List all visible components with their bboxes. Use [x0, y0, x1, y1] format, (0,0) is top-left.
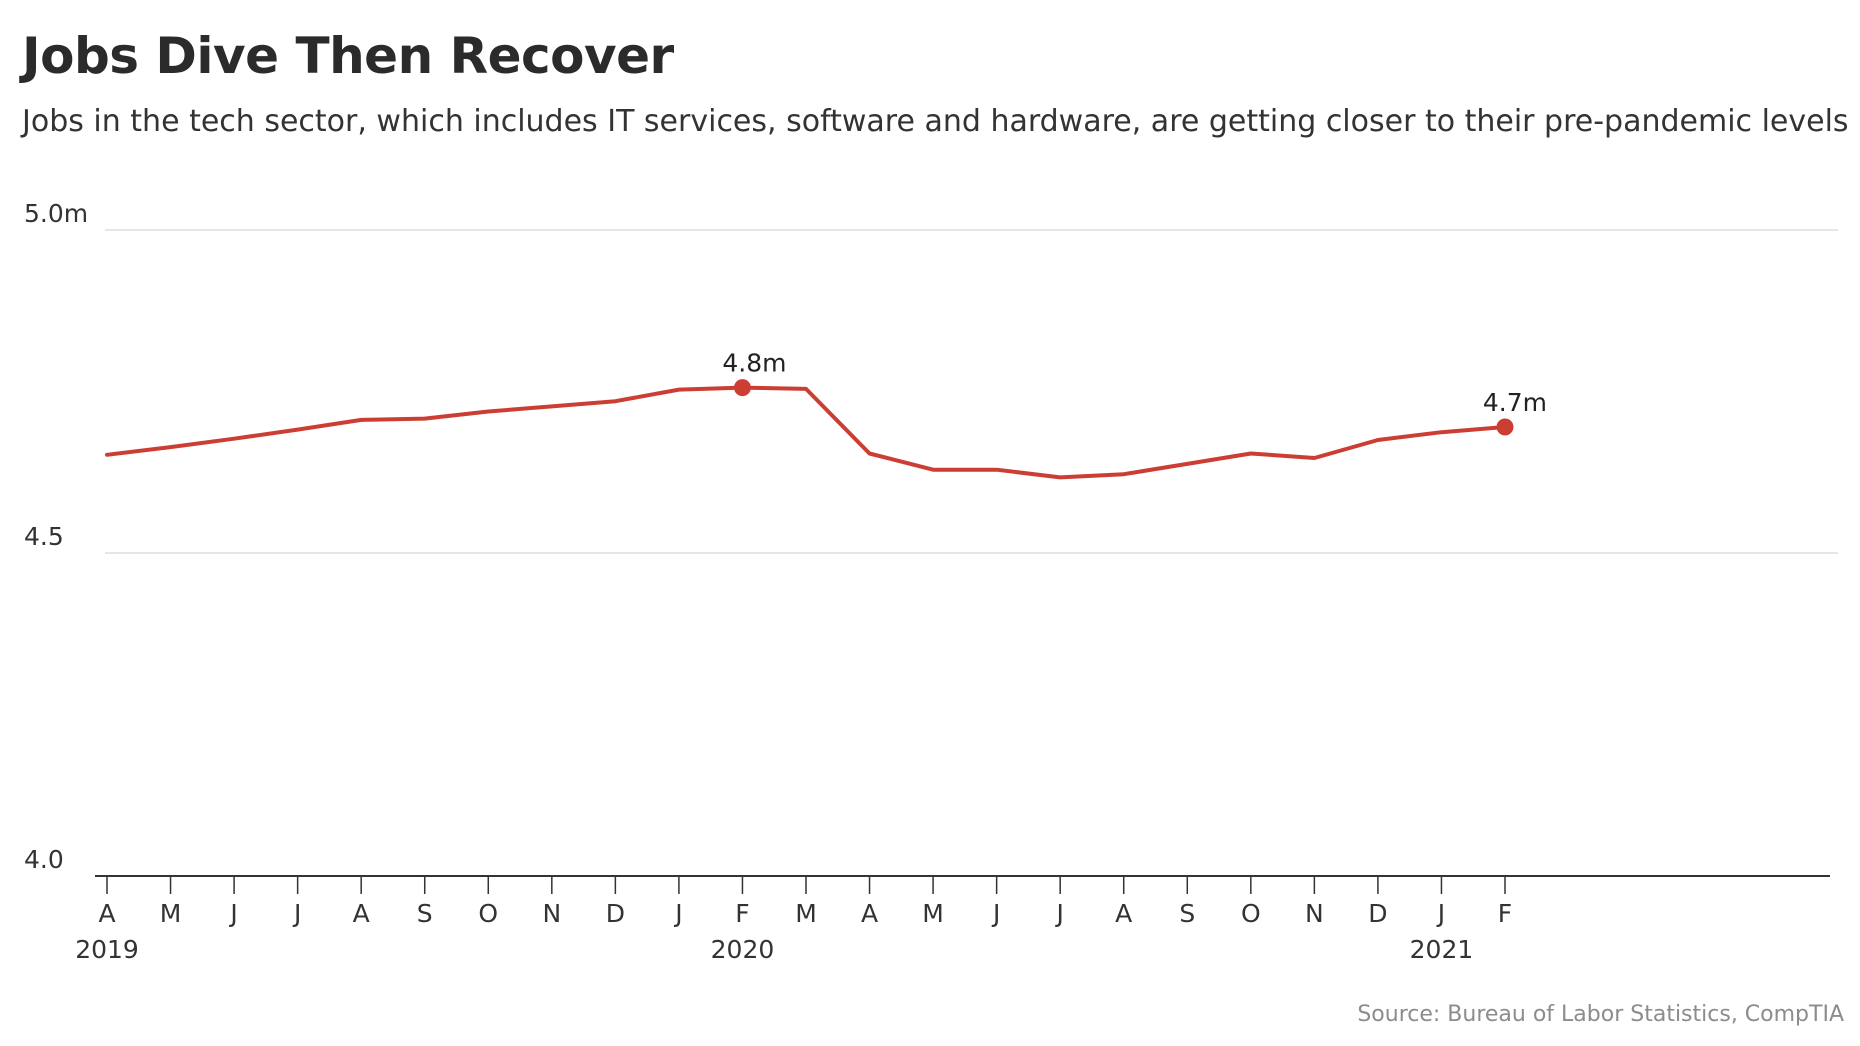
- source-note: Source: Bureau of Labor Statistics, Comp…: [1357, 1002, 1844, 1027]
- year-label-2: 2021: [1410, 935, 1474, 964]
- x-tick-label-16: A: [1115, 899, 1132, 928]
- x-tick-label-2: J: [228, 899, 237, 928]
- x-tick-label-4: A: [353, 899, 370, 928]
- x-tick-label-7: N: [542, 899, 561, 928]
- annotation-label-0: 4.8m: [722, 349, 786, 378]
- x-tick-label-21: J: [1436, 899, 1445, 928]
- annotation-marker-1: [1496, 418, 1514, 436]
- year-label-1: 2020: [711, 935, 775, 964]
- grid-lines: [105, 229, 1838, 554]
- x-tick-label-0: A: [98, 899, 115, 928]
- x-tick-label-11: M: [795, 899, 817, 928]
- annotations: 4.8m 4.7m: [722, 349, 1547, 436]
- y-tick-label-2: 5.0m: [24, 199, 88, 228]
- x-tick-label-19: N: [1305, 899, 1324, 928]
- annotation-marker-0: [733, 379, 751, 397]
- y-tick-label-1: 4.5: [24, 522, 64, 551]
- x-tick-label-5: S: [417, 899, 433, 928]
- x-tick-label-1: M: [160, 899, 182, 928]
- x-tick-label-8: D: [606, 899, 625, 928]
- year-label-0: 2019: [75, 935, 139, 964]
- x-tick-label-6: O: [478, 899, 498, 928]
- annotation-label-1: 4.7m: [1483, 388, 1547, 417]
- x-tick-label-17: S: [1179, 899, 1195, 928]
- x-axis-labels: A M J J A S O N D J F M A M J J A S O N D J F 2019 2020 2021: [75, 876, 1512, 964]
- y-axis-labels: 4.0 4.5 5.0m: [24, 199, 88, 874]
- x-tick-label-18: O: [1241, 899, 1261, 928]
- series-line-0: [105, 385, 1507, 480]
- x-tick-label-20: D: [1368, 899, 1387, 928]
- chart-subtitle: Jobs in the tech sector, which includes …: [22, 104, 1849, 139]
- x-tick-label-13: M: [922, 899, 944, 928]
- x-tick-label-3: J: [292, 899, 301, 928]
- chart-title: Jobs Dive Then Recover: [22, 27, 674, 85]
- x-tick-label-12: A: [861, 899, 878, 928]
- x-tick-label-10: F: [735, 899, 749, 928]
- x-tick-label-15: J: [1054, 899, 1063, 928]
- x-tick-label-9: J: [673, 899, 682, 928]
- series-layer: [105, 385, 1507, 480]
- y-tick-label-0: 4.0: [24, 845, 64, 874]
- x-tick-label-22: F: [1498, 899, 1512, 928]
- x-tick-label-14: J: [991, 899, 1000, 928]
